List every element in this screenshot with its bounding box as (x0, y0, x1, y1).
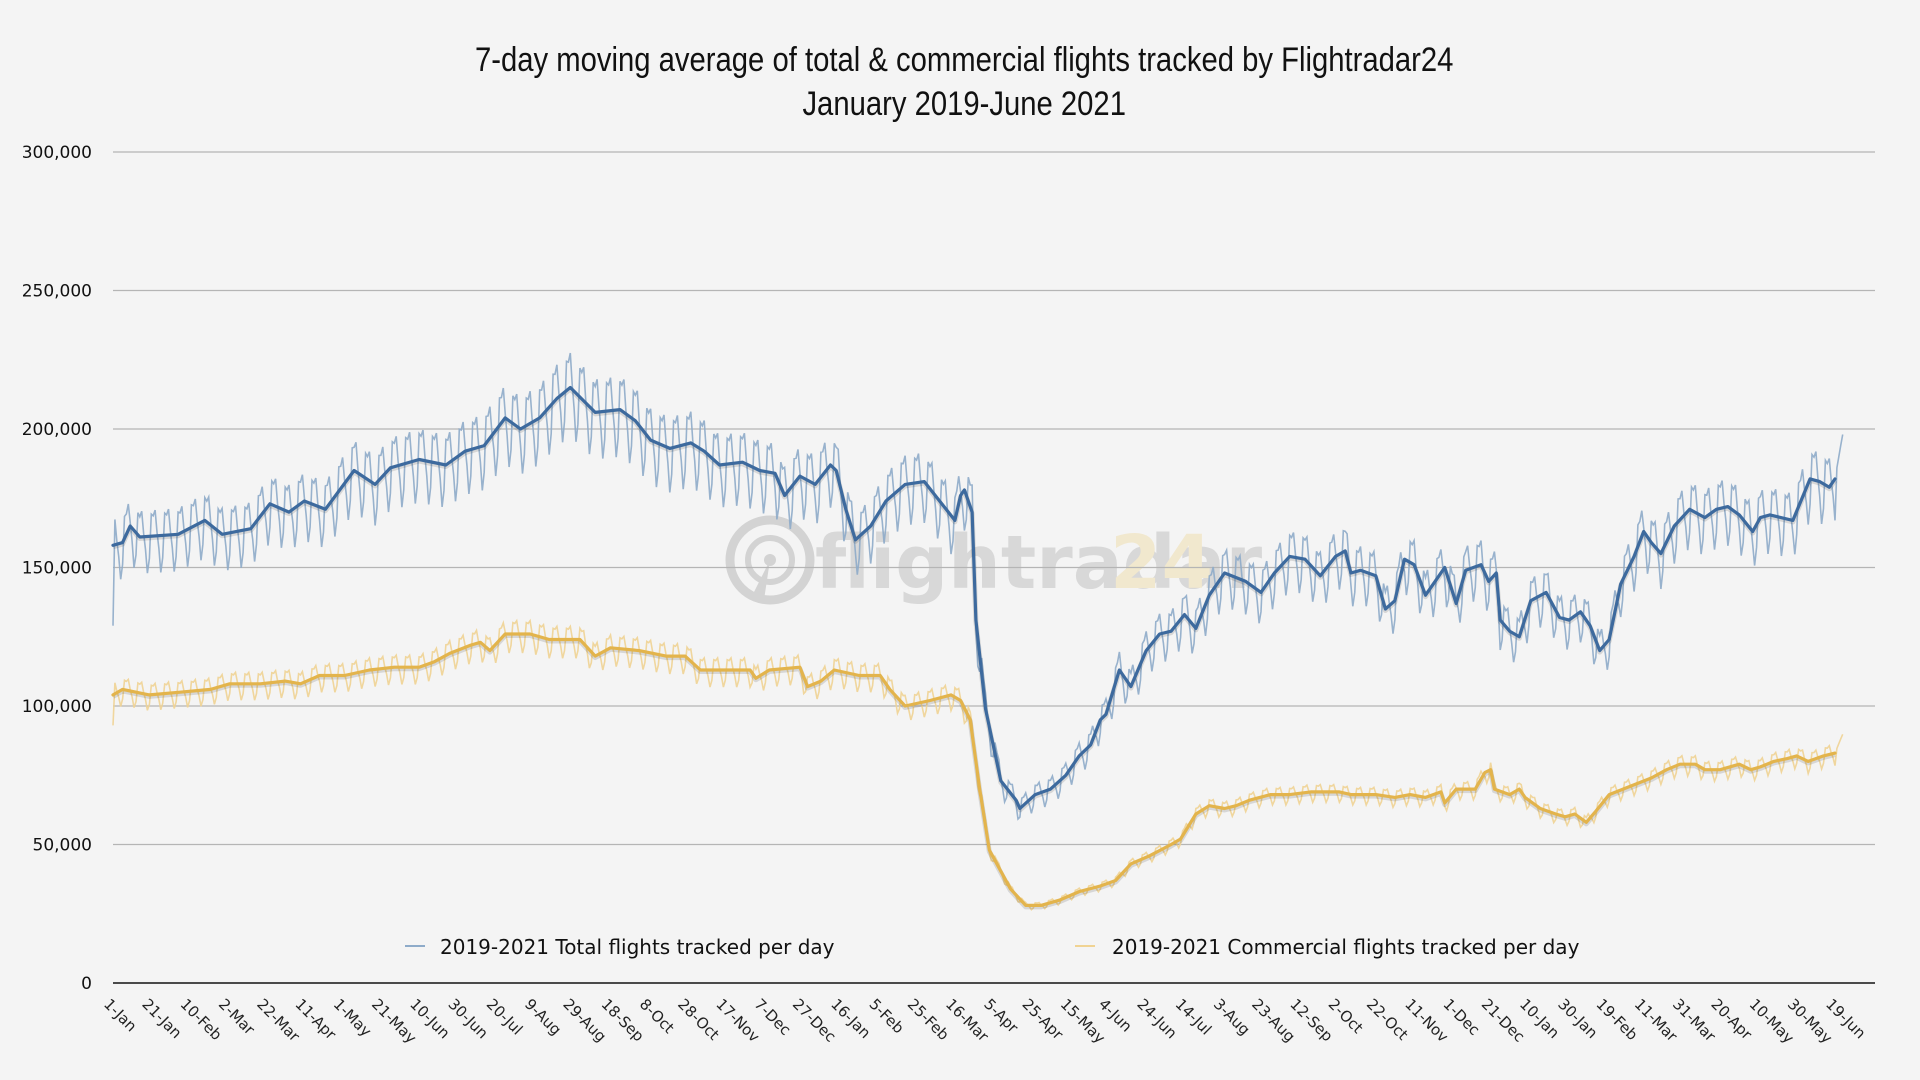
legend-item-commercial[interactable]: 2019-2021 Commercial flights tracked per… (1075, 935, 1580, 959)
watermark-text: flightradar (815, 520, 1263, 606)
legend-label-total: 2019-2021 Total flights tracked per day (440, 935, 835, 959)
x-tick-label: 21-Jan (138, 995, 185, 1042)
x-tick-label: 10-Feb (177, 995, 226, 1044)
watermark: flightradar 24 (725, 515, 1263, 606)
y-tick-label: 200,000 (22, 420, 92, 440)
raw-series-line-0 (112, 352, 1844, 821)
gridlines (113, 151, 1875, 846)
x-tick-label: 3-Aug (1210, 995, 1254, 1039)
y-tick-label: 50,000 (33, 836, 92, 856)
x-tick-label: 1-Jan (100, 995, 140, 1035)
x-axis: 1-Jan21-Jan10-Feb2-Mar22-Mar11-Apr1-May2… (100, 995, 1869, 1047)
series-layer (111, 352, 1844, 911)
watermark-accent-text: 24 (1110, 520, 1213, 606)
x-tick-label: 19-Feb (1593, 995, 1642, 1044)
x-tick-label: 25-Feb (904, 995, 953, 1044)
y-tick-label: 100,000 (22, 697, 92, 717)
x-tick-label: 30-Jan (1554, 995, 1601, 1042)
y-tick-label: 150,000 (22, 559, 92, 579)
legend: 2019-2021 Total flights tracked per day … (405, 935, 1580, 959)
x-tick-label: 25-Apr (1019, 995, 1068, 1044)
legend-label-commercial: 2019-2021 Commercial flights tracked per… (1112, 935, 1580, 959)
x-tick-label: 28-Oct (674, 995, 723, 1044)
y-axis: 0 50,000 100,000 150,000 200,000 250,000 300,0… (22, 143, 92, 994)
ma-series-shadow-1 (111, 633, 1836, 910)
y-tick-label: 250,000 (22, 282, 92, 302)
x-tick-label: 30-Jun (445, 995, 492, 1042)
x-tick-label: 24-Jun (1133, 995, 1180, 1042)
chart-subtitle: January 2019-June 2021 (802, 85, 1126, 123)
x-tick-label: 22-Oct (1363, 995, 1412, 1044)
radar-logo-icon (725, 515, 815, 605)
legend-item-total[interactable]: 2019-2021 Total flights tracked per day (405, 935, 835, 959)
y-tick-label: 300,000 (22, 143, 92, 163)
chart-title-line1: 7-day moving average of total & commerci… (475, 41, 1454, 79)
chart-title: 7-day moving average of total & commerci… (139, 38, 1790, 126)
ma-series-line-1 (111, 632, 1837, 908)
x-tick-label: 9-Aug (521, 995, 565, 1039)
y-tick-label: 0 (81, 974, 92, 994)
